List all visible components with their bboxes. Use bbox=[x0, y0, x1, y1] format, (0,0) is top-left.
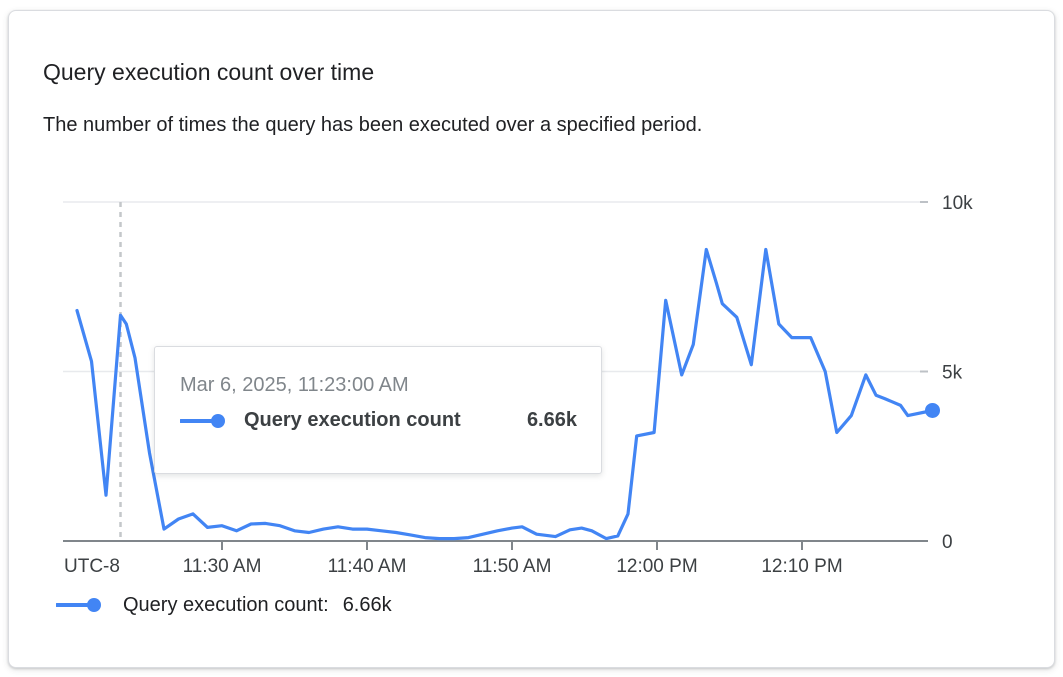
x-tick-label: 12:10 PM bbox=[761, 556, 842, 577]
y-tick-label: 0 bbox=[942, 532, 953, 553]
x-tick-label: 12:00 PM bbox=[616, 556, 697, 577]
tooltip-series-label: Query execution count bbox=[244, 409, 461, 431]
x-tick-label: 11:40 AM bbox=[328, 556, 407, 577]
chart-title: Query execution count over time bbox=[43, 59, 375, 85]
series-line-dot-icon bbox=[180, 413, 225, 428]
chart-subtitle: The number of times the query has been e… bbox=[43, 114, 703, 136]
timezone-label: UTC-8 bbox=[64, 556, 120, 577]
chart-tooltip: Mar 6, 2025, 11:23:00 AM Query execution… bbox=[154, 346, 602, 474]
series-end-dot[interactable] bbox=[925, 402, 940, 418]
legend-series-label: Query execution count: bbox=[123, 593, 329, 616]
chart-legend[interactable]: Query execution count: 6.66k bbox=[56, 591, 392, 619]
legend-series-value: 6.66k bbox=[342, 593, 392, 616]
tooltip-timestamp: Mar 6, 2025, 11:23:00 AM bbox=[180, 374, 409, 396]
chart-card: Query execution count over time The numb… bbox=[8, 10, 1055, 668]
tooltip-series-value: 6.66k bbox=[526, 409, 577, 431]
x-tick-label: 11:30 AM bbox=[183, 556, 262, 577]
x-tick-label: 11:50 AM bbox=[473, 556, 552, 577]
series-line[interactable] bbox=[75, 247, 935, 541]
legend-line-dot-icon bbox=[56, 598, 101, 612]
chart-area[interactable]: 0 5k 10k 11:30 AM 11:40 AM 11:50 AM 12:00 PM 12… bbox=[9, 11, 1056, 669]
chart-canvas[interactable]: 0 5k 10k 11:30 AM 11:40 AM 11:50 AM 12:00 PM 12… bbox=[9, 11, 1056, 586]
y-tick-label: 5k bbox=[942, 363, 963, 384]
tooltip-series-row: Query execution count 6.66k bbox=[180, 409, 577, 432]
y-tick-label: 10k bbox=[942, 193, 973, 214]
